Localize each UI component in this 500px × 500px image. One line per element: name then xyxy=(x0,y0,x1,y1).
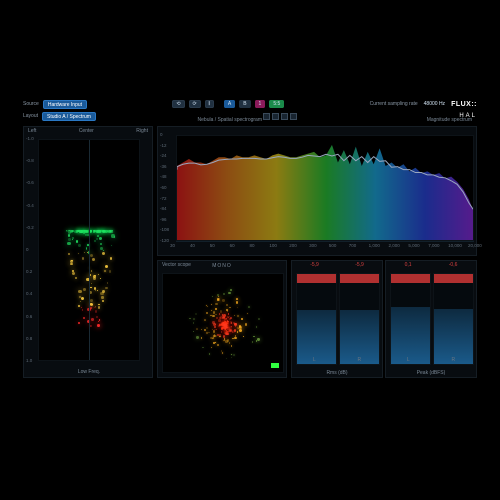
rms-title: Rms (dB) xyxy=(292,370,382,376)
spec-ytick: -108 xyxy=(160,227,169,232)
peak-meter-panel: 0,1 -0,6 L R Peak (dBFS) xyxy=(385,260,477,378)
stereo-image-panel: Left Center Right Nebula / Spatial spect… xyxy=(23,126,153,378)
tool-icon[interactable] xyxy=(272,113,279,120)
spec-ytick: -96 xyxy=(160,217,167,222)
spec-xtick: 700 xyxy=(349,243,357,248)
spec-xtick: 200 xyxy=(289,243,297,248)
spec-xtick: 2,000 xyxy=(389,243,400,248)
peak-hdr-l: 0,1 xyxy=(405,262,412,268)
spec-xtick: 30 xyxy=(170,243,175,248)
meter-bar xyxy=(390,273,431,365)
spec-xtick: 300 xyxy=(309,243,317,248)
rms-ch-l: L xyxy=(313,357,316,363)
rms-hdr: -5,9 -5,9 xyxy=(292,262,382,268)
stereo-ytick: -0.2 xyxy=(26,225,34,230)
stereo-ytick: 0.2 xyxy=(26,269,32,274)
spec-ytick: -48 xyxy=(160,174,167,179)
transport-button[interactable]: ⟳ xyxy=(189,100,201,108)
spec-ytick: -120 xyxy=(160,238,169,243)
transport-button[interactable]: 𝄂 xyxy=(205,100,214,108)
snapshot-button[interactable]: 1 xyxy=(255,100,266,108)
spec-ytick: -36 xyxy=(160,164,167,169)
stereo-ytick: -0.8 xyxy=(26,158,34,163)
stereo-plot[interactable] xyxy=(38,139,140,361)
snapshot-button[interactable]: B xyxy=(239,100,250,108)
spec-ytick: -12 xyxy=(160,143,167,148)
spec-ytick: -24 xyxy=(160,153,167,158)
peak-ch-l: L xyxy=(407,357,410,363)
rms-bars xyxy=(296,273,380,365)
snapshot-button[interactable]: A xyxy=(224,100,235,108)
stereo-ytick: 0 xyxy=(26,247,29,252)
stereo-ytick: 0.8 xyxy=(26,336,32,341)
vectorscope-mode: MONO xyxy=(158,263,286,269)
spec-xtick: 20,000 xyxy=(468,243,482,248)
spectrum-panel: Magnitude spectrum 0-12-24-36-48-60-72-8… xyxy=(157,126,477,256)
spec-xtick: 40 xyxy=(190,243,195,248)
peak-hdr: 0,1 -0,6 xyxy=(386,262,476,268)
peak-hdr-r: -0,6 xyxy=(449,262,458,268)
tool-icon[interactable] xyxy=(290,113,297,120)
transport-button[interactable]: ⟲ xyxy=(172,100,184,108)
peak-ch-r: R xyxy=(451,357,455,363)
meter-bar xyxy=(433,273,474,365)
meter-bar xyxy=(296,273,337,365)
spec-xtick: 1,000 xyxy=(369,243,380,248)
left-label: Left xyxy=(28,128,36,134)
spec-xtick: 60 xyxy=(230,243,235,248)
spec-xtick: 7,000 xyxy=(428,243,439,248)
sampling-value: 48000 Hz xyxy=(424,101,445,107)
vectorscope-panel: Vector scope MONO xyxy=(157,260,287,378)
right-label: Right xyxy=(136,128,148,134)
stereo-ytick: -0.4 xyxy=(26,203,34,208)
layout-label: Layout xyxy=(23,113,38,119)
rms-hdr-l: -5,9 xyxy=(310,262,319,268)
spec-xtick: 5,000 xyxy=(408,243,419,248)
spec-ytick: -84 xyxy=(160,206,167,211)
spectrum-svg xyxy=(177,136,474,241)
correlation-indicator xyxy=(271,363,279,368)
tool-icon[interactable] xyxy=(263,113,270,120)
spec-ytick: 0 xyxy=(160,132,163,137)
stereo-xaxis: Low Freq. xyxy=(38,369,140,375)
stereo-ytick: 1.0 xyxy=(26,358,32,363)
center-label: Center xyxy=(79,128,94,134)
layout-button[interactable]: Studio A / Spectrum xyxy=(42,112,96,121)
stereo-ytick: -1.0 xyxy=(26,136,34,141)
source-button[interactable]: Hardware Input xyxy=(43,100,87,109)
meter-bar xyxy=(339,273,380,365)
sampling-label: Current sampling rate xyxy=(370,101,418,107)
spec-xtick: 10,000 xyxy=(448,243,462,248)
stereo-ytick: 0.6 xyxy=(26,314,32,319)
tool-icon[interactable] xyxy=(281,113,288,120)
spec-ytick: -60 xyxy=(160,185,167,190)
rms-ch-r: R xyxy=(357,357,361,363)
spec-xtick: 500 xyxy=(329,243,337,248)
spectrum-plot[interactable] xyxy=(176,135,474,241)
vectorscope-plot[interactable] xyxy=(162,273,284,373)
stereo-title: Nebula / Spatial spectrogram xyxy=(198,117,262,123)
spec-xtick: 100 xyxy=(269,243,277,248)
source-label: Source xyxy=(23,101,39,107)
stereo-ytick: 0.4 xyxy=(26,291,32,296)
rms-hdr-r: -5,9 xyxy=(355,262,364,268)
rms-meter-panel: -5,9 -5,9 L R Rms (dB) xyxy=(291,260,383,378)
spec-ytick: -72 xyxy=(160,196,167,201)
brand-logo: FLUX:: xyxy=(451,101,477,108)
spec-xtick: 80 xyxy=(249,243,254,248)
transport-controls: ⟲ ⟳ 𝄂 xyxy=(172,100,218,108)
spectrum-xaxis: 30405060801002003005007001,0002,0005,000… xyxy=(176,243,474,253)
peak-title: Peak (dBFS) xyxy=(386,370,476,376)
peak-bars xyxy=(390,273,474,365)
snapshot-button[interactable]: 5:5 xyxy=(269,100,284,108)
analyzer-window: Source Hardware Input ⟲ ⟳ 𝄂 AB15:5 Current… xyxy=(23,98,477,380)
spectrum-title: Magnitude spectrum xyxy=(427,117,472,123)
stereo-ytick: -0.6 xyxy=(26,180,34,185)
spec-xtick: 50 xyxy=(210,243,215,248)
snapshot-controls: AB15:5 xyxy=(224,100,288,108)
